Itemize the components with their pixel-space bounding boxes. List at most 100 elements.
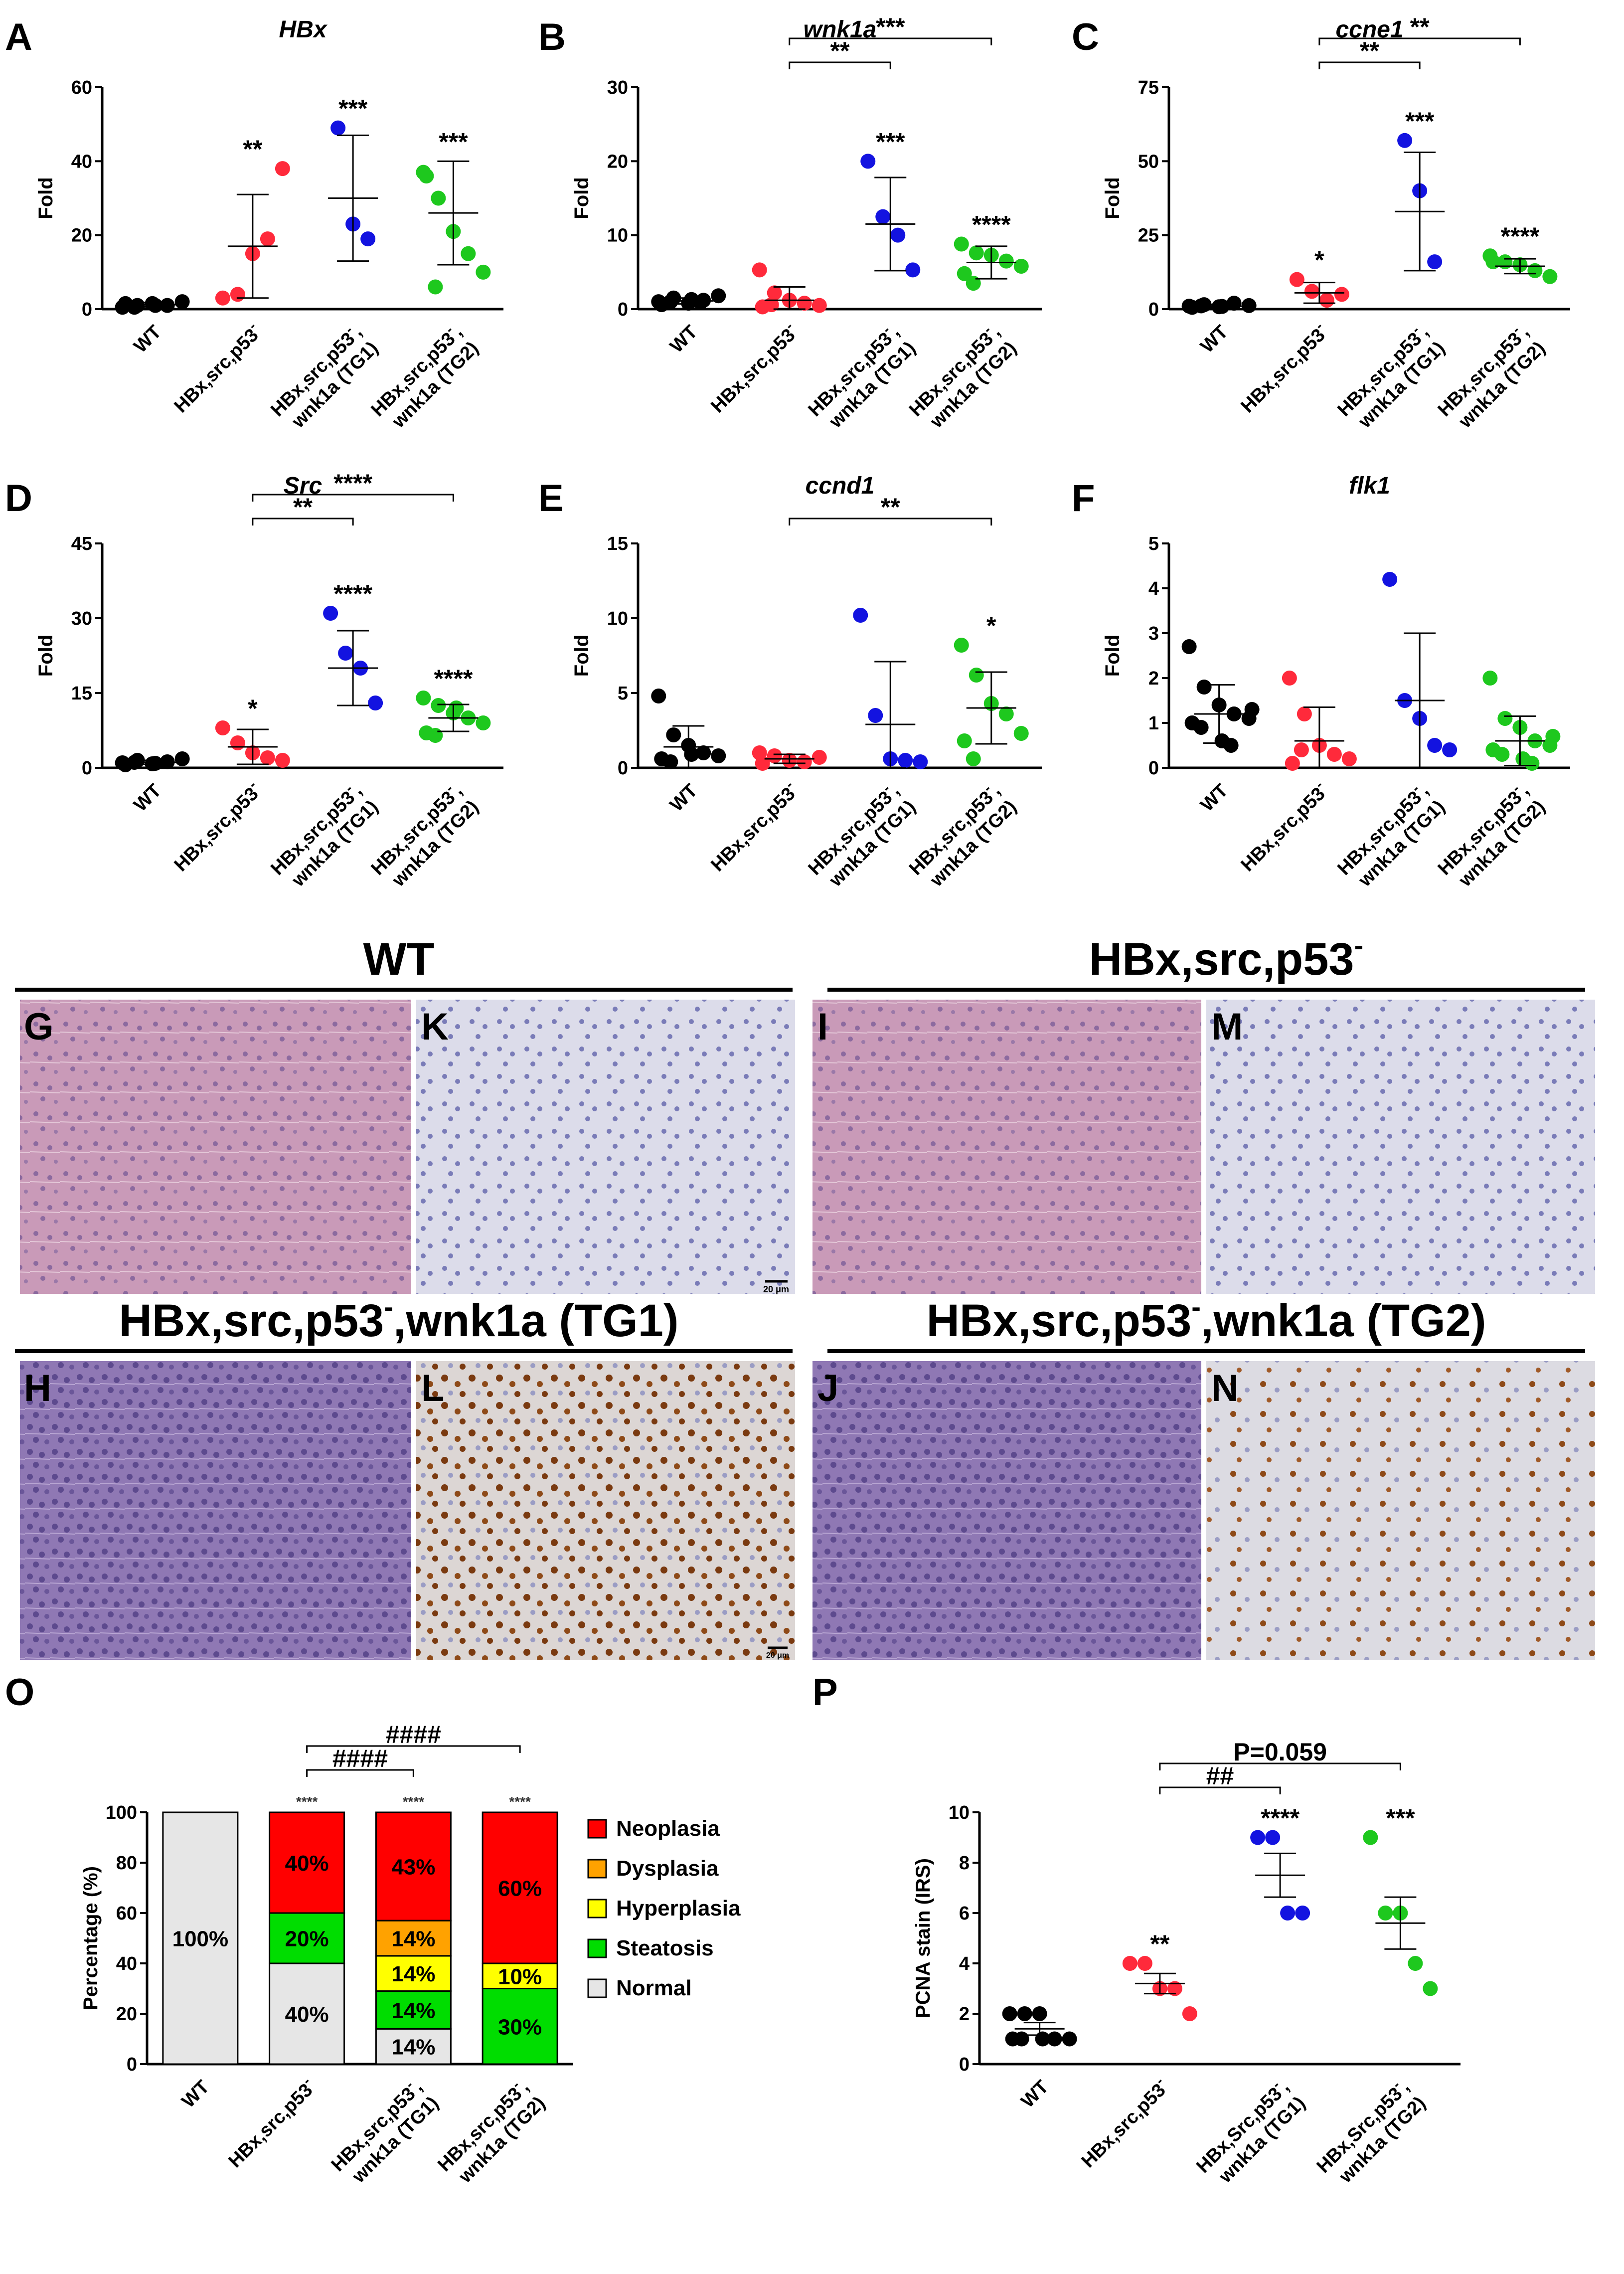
point-b-0-4	[711, 288, 726, 304]
point-a-2-2	[360, 231, 376, 247]
y-tick-label-f-1: 1	[1148, 713, 1159, 734]
y-tick-label-b-3: 30	[607, 77, 628, 98]
y-axis-label-a: Fold	[35, 177, 57, 219]
sig-bracket-label-p-1: P=0.059	[1233, 1738, 1327, 1766]
point-p-1-1	[1137, 1956, 1152, 1971]
sig-bracket-label-b-0: **	[830, 37, 850, 65]
sig-bracket-label-c-0: **	[1360, 37, 1379, 65]
legend-swatch-hyperplasia	[587, 1899, 607, 1919]
point-a-1-1	[230, 287, 245, 302]
sig-bracket-d-0	[252, 518, 354, 525]
sig-c-3: ****	[1500, 222, 1539, 250]
y-tick-label-c-1: 25	[1138, 225, 1159, 246]
y-tick-label-o-5: 100	[106, 1802, 137, 1823]
y-tick-label-f-5: 5	[1148, 533, 1159, 554]
sig-b-2: ***	[876, 128, 905, 156]
bar-segment-o-3-1	[482, 1962, 558, 1989]
sig-d-1: *	[248, 695, 258, 722]
micrograph-label-j: J	[817, 1367, 838, 1409]
point-e-3-3	[998, 706, 1014, 721]
point-e-2-3	[898, 753, 913, 768]
sig-bracket-b-0	[789, 61, 891, 69]
point-a-3-3	[461, 246, 476, 261]
x-tick-label-c-0: WT	[1197, 322, 1232, 357]
y-axis-label-b: Fold	[571, 177, 593, 219]
point-d-3-4	[476, 715, 491, 730]
point-f-3-1	[1497, 711, 1513, 726]
bar-segment-label-o-2-4: 43%	[391, 1855, 435, 1880]
point-b-2-1	[875, 209, 891, 224]
x-tick-label-b-1: HBx,src,p53-	[704, 319, 803, 417]
x-tick-label-b-2: HBx,src,p53-,wnk1a (TG1)	[802, 319, 920, 437]
scale-label-l: 20 μm	[766, 1651, 789, 1660]
y-tick-label-o-0: 0	[127, 2054, 137, 2075]
y-tick-label-b-2: 20	[607, 151, 628, 172]
bar-segment-label-o-3-0: 30%	[498, 2015, 542, 2039]
point-e-0-0	[651, 689, 666, 703]
y-tick-label-a-3: 60	[71, 77, 92, 98]
x-tick-label-f-3: HBx,src,p53-,wnk1a (TG2)	[1431, 777, 1549, 895]
y-tick-label-p-1: 2	[959, 2004, 970, 2025]
sig-o-3: ****	[509, 1794, 531, 1809]
point-d-3-6	[428, 728, 443, 743]
point-p-0-2	[1032, 2006, 1047, 2021]
header-tg2: HBx,src,p53-,wnk1a (TG2)	[926, 1291, 1486, 1346]
micrograph-g	[20, 1000, 411, 1294]
point-c-1-1	[1304, 284, 1319, 299]
y-tick-label-d-0: 0	[82, 758, 92, 779]
micrograph-h	[20, 1361, 411, 1660]
point-f-3-0	[1482, 671, 1498, 686]
x-tick-label-e-2: HBx,src,p53-,wnk1a (TG1)	[802, 777, 920, 895]
point-e-0-1	[666, 727, 681, 742]
x-tick-label-d-0: WT	[130, 780, 165, 816]
bar-segment-o-1-2	[269, 1811, 345, 1914]
chart-title-f: flk1	[1349, 473, 1390, 499]
point-f-3-8	[1524, 756, 1540, 771]
sig-bracket-e-0	[789, 518, 992, 525]
x-tick-label-f-2: HBx,src,p53-,wnk1a (TG1)	[1331, 777, 1449, 895]
point-e-3-6	[966, 751, 981, 766]
point-p-1-4	[1182, 2006, 1197, 2021]
y-tick-label-a-2: 40	[71, 151, 92, 172]
bar-segment-o-2-1	[375, 1990, 452, 2030]
sig-bracket-o-1	[306, 1745, 521, 1753]
point-f-3-6	[1494, 747, 1510, 762]
point-b-3-6	[966, 276, 981, 291]
legend-swatch-neoplasia	[587, 1819, 607, 1839]
point-e-2-0	[853, 608, 868, 623]
x-tick-label-f-1: HBx,src,p53-	[1234, 777, 1332, 875]
bar-segment-o-2-0	[375, 2028, 452, 2065]
point-e-1-4	[812, 750, 827, 765]
point-d-2-1	[338, 646, 353, 661]
bar-segment-o-3-2	[482, 1811, 558, 1964]
point-e-0-4	[711, 748, 726, 763]
x-tick-label-e-0: WT	[666, 780, 701, 816]
bar-segment-label-o-3-2: 60%	[498, 1877, 542, 1901]
legend-swatch-steatosis	[587, 1938, 607, 1958]
point-b-1-6	[764, 297, 779, 313]
point-b-2-3	[905, 262, 921, 278]
sig-a-2: ***	[338, 95, 368, 123]
y-tick-label-p-2: 4	[959, 1953, 970, 1974]
panel-label-f: F	[1072, 477, 1095, 520]
chart-d: 0153045FoldSrcWT*HBx,src,p53-****HBx,src…	[35, 469, 503, 891]
sig-d-2: ****	[333, 580, 372, 608]
micrograph-n	[1206, 1361, 1595, 1660]
x-tick-label-e-3: HBx,src,p53-,wnk1a (TG2)	[902, 777, 1020, 895]
point-f-1-0	[1282, 671, 1297, 686]
point-c-2-2	[1427, 254, 1443, 270]
micrograph-i	[812, 1000, 1201, 1294]
micrograph-label-h: H	[24, 1367, 51, 1409]
y-tick-label-a-0: 0	[82, 299, 92, 320]
point-a-3-4	[476, 264, 491, 280]
y-tick-label-e-3: 15	[607, 533, 628, 554]
x-tick-label-a-2: HBx,src,p53-,wnk1a (TG1)	[264, 319, 382, 437]
point-e-3-4	[1013, 726, 1029, 741]
x-tick-label-o-1: HBx,src,p53-	[222, 2074, 320, 2172]
bar-segment-label-o-0-0: 100%	[172, 1927, 229, 1951]
point-c-3-3	[1527, 263, 1543, 278]
bar-segment-o-3-0	[482, 1988, 558, 2065]
bar-segment-o-0-0	[162, 1811, 239, 2065]
